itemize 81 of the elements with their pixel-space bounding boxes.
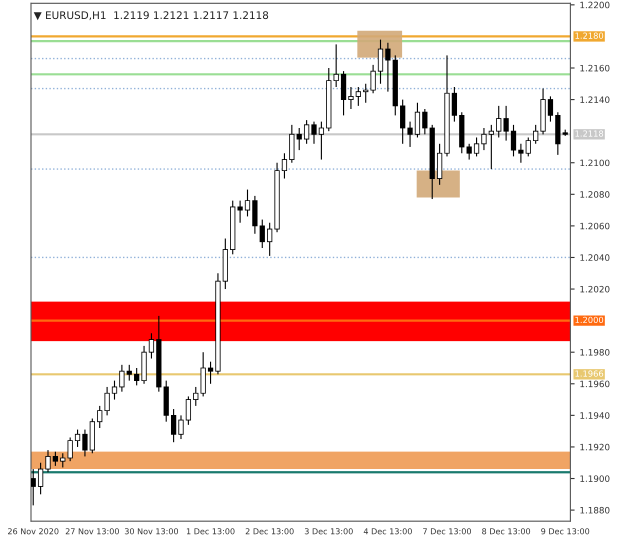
y-tick-label: 1.2040 — [580, 254, 610, 261]
y-tick-label: 1.1920 — [580, 444, 610, 450]
ref-line-label: 1.1966 — [575, 370, 604, 377]
candlestick — [208, 361, 214, 384]
x-tick-label: 4 Dec 13:00 — [364, 528, 412, 534]
candlestick — [282, 152, 288, 180]
y-tick-label: 1.2100 — [580, 160, 610, 166]
candlestick — [68, 436, 73, 462]
candlestick — [378, 39, 384, 84]
candlestick — [260, 219, 265, 249]
candlestick — [526, 136, 531, 157]
y-tick-label: 1.2020 — [580, 286, 610, 292]
y-tick-label: 1.2060 — [580, 222, 610, 230]
candlestick — [311, 121, 317, 144]
candlestick — [481, 127, 487, 151]
candlestick — [186, 396, 192, 426]
x-tick-label: 26 Nov 2020 — [8, 528, 58, 534]
candlestick — [45, 450, 51, 473]
candlestick — [304, 120, 310, 144]
candlestick — [148, 332, 154, 360]
y-tick-label: 1.2200 — [580, 2, 610, 8]
candlestick — [414, 102, 420, 138]
candlestick — [466, 143, 472, 160]
candlestick — [533, 124, 538, 144]
candlestick — [244, 189, 250, 217]
candlestick — [31, 468, 36, 506]
candlestick — [82, 429, 88, 457]
candlestick — [296, 127, 302, 151]
candlestick — [356, 86, 361, 106]
candlestick — [348, 86, 354, 110]
y-tick-label: 1.2140 — [580, 96, 610, 104]
candlestick — [400, 99, 406, 144]
candlestick — [60, 452, 66, 468]
x-tick-label: 30 Nov 13:00 — [124, 528, 178, 534]
x-tick-label: 8 Dec 13:00 — [482, 528, 530, 534]
y-tick-label: 1.1960 — [580, 380, 610, 388]
x-tick-label: 7 Dec 13:00 — [423, 528, 471, 534]
y-tick-label: 1.1940 — [580, 412, 610, 419]
y-tick-label: 1.1980 — [580, 349, 610, 356]
candlestick — [74, 429, 80, 448]
candlestick — [452, 86, 458, 122]
candlestick — [474, 136, 480, 157]
candlestick — [510, 124, 516, 157]
candlestick — [503, 105, 509, 142]
y-tick-label: 1.1880 — [580, 506, 610, 514]
candlestick — [126, 364, 132, 382]
candlestick — [119, 364, 125, 392]
text: ▼ EURUSD,H1 1.2119 1.2121 1.2117 1.2118 — [34, 11, 268, 20]
candlestick — [178, 414, 184, 440]
candlestick — [318, 121, 324, 160]
candlestick — [193, 386, 198, 406]
candlestick — [38, 462, 44, 495]
candlestick — [237, 200, 243, 224]
x-tick-label: 9 Dec 13:00 — [541, 528, 590, 534]
x-tick-label: 2 Dec 13:00 — [246, 528, 294, 534]
candlestick — [267, 222, 272, 256]
x-tick-label: 27 Nov 13:00 — [66, 528, 119, 534]
candlestick — [170, 408, 176, 443]
candlestick — [334, 44, 339, 88]
y-tick-label: 1.1900 — [580, 475, 610, 482]
candlestick — [496, 105, 502, 138]
candlestick — [52, 451, 58, 466]
y-tick-label: 1.2080 — [580, 191, 610, 198]
x-tick-label: 1 Dec 13:00 — [186, 528, 235, 534]
candlestick — [97, 405, 102, 429]
candlestick — [562, 129, 568, 136]
x-tick-label: 3 Dec 13:00 — [304, 528, 353, 534]
candlestick — [422, 108, 428, 135]
candlestick — [518, 143, 524, 164]
candlestick — [104, 386, 110, 416]
candlestick — [134, 367, 140, 386]
candlestick — [370, 64, 376, 94]
candlestick — [385, 42, 391, 92]
candlestick — [363, 83, 368, 104]
ref-line-label: 1.2000 — [575, 316, 604, 324]
ref-line-label: 1.2180 — [575, 32, 604, 39]
candlestick — [112, 380, 118, 400]
candlestick — [407, 121, 413, 148]
y-tick-label: 1.2160 — [580, 64, 610, 72]
candlestick — [488, 124, 494, 170]
candlestick — [548, 96, 554, 122]
